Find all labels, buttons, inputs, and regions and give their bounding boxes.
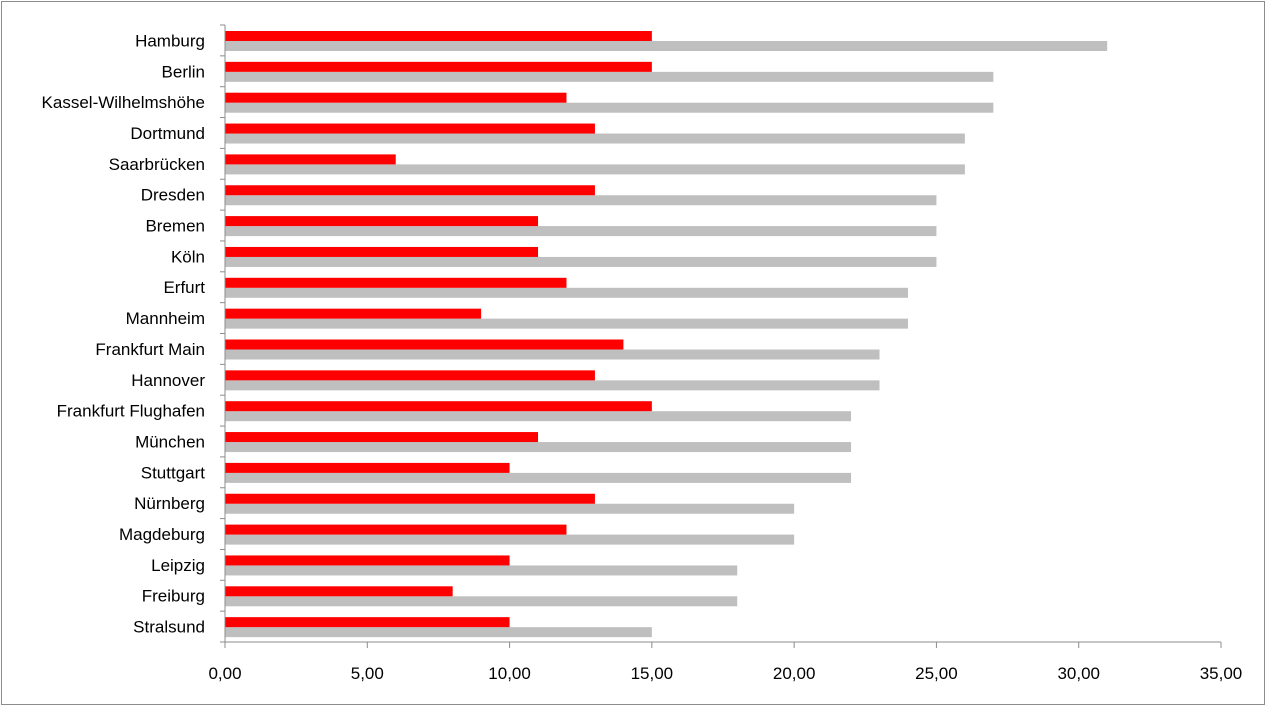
bar-gray-freiburg [225, 596, 738, 607]
bar-red-berlin [225, 61, 652, 72]
bar-red-leipzig [225, 555, 510, 566]
bar-red-frankfurt-flughafen [225, 401, 652, 412]
category-label-stuttgart: Stuttgart [141, 463, 206, 482]
bar-red-stralsund [225, 617, 510, 628]
category-label-mannheim: Mannheim [126, 309, 205, 328]
category-label-frankfurt-flughafen: Frankfurt Flughafen [57, 402, 205, 421]
category-label-dresden: Dresden [141, 186, 205, 205]
category-label-hannover: Hannover [131, 371, 205, 390]
bars-layer [225, 31, 1108, 638]
category-label-bremen: Bremen [145, 217, 205, 236]
category-label-magdeburg: Magdeburg [119, 525, 205, 544]
bar-red-munchen [225, 432, 539, 443]
bar-gray-stralsund [225, 627, 652, 638]
bar-red-bremen [225, 216, 539, 227]
bar-gray-leipzig [225, 565, 738, 576]
category-label-berlin: Berlin [162, 62, 205, 81]
bar-gray-hannover [225, 380, 880, 391]
bar-red-magdeburg [225, 524, 567, 535]
category-label-kassel-wilhelmshohe: Kassel-Wilhelmshöhe [42, 93, 205, 112]
bar-gray-frankfurt-flughafen [225, 411, 852, 422]
category-label-munchen: München [135, 432, 205, 451]
bar-gray-dortmund [225, 133, 965, 144]
bar-red-erfurt [225, 277, 567, 288]
bar-red-saarbrucken [225, 154, 396, 165]
bar-gray-munchen [225, 442, 852, 453]
category-label-frankfurt-main: Frankfurt Main [95, 340, 205, 359]
category-label-hamburg: Hamburg [135, 31, 205, 50]
bar-gray-saarbrucken [225, 164, 965, 175]
x-tick-label: 10,00 [488, 664, 531, 683]
category-label-dortmund: Dortmund [130, 124, 205, 143]
x-tick-label: 30,00 [1057, 664, 1100, 683]
category-label-freiburg: Freiburg [142, 587, 205, 606]
x-tick-label: 25,00 [915, 664, 958, 683]
bar-gray-stuttgart [225, 472, 852, 483]
bar-gray-kassel-wilhelmshohe [225, 102, 994, 113]
x-tick-label: 0,00 [208, 664, 241, 683]
category-label-stralsund: Stralsund [133, 618, 205, 637]
bar-gray-hamburg [225, 41, 1108, 51]
bar-red-hannover [225, 370, 595, 381]
category-label-saarbrucken: Saarbrücken [109, 155, 205, 174]
axes-layer [220, 24, 1222, 648]
bar-gray-bremen [225, 226, 937, 237]
bar-red-hamburg [225, 31, 652, 41]
bar-gray-koln [225, 256, 937, 267]
x-tick-label: 20,00 [773, 664, 816, 683]
bar-red-dortmund [225, 123, 595, 134]
bar-gray-magdeburg [225, 534, 795, 545]
bar-red-dresden [225, 185, 595, 196]
labels-layer: Hamburg Berlin Kassel-Wilhelmshöhe Dortmund… [42, 31, 1243, 683]
bar-red-frankfurt-main [225, 339, 624, 350]
bar-gray-erfurt [225, 287, 908, 298]
bar-gray-dresden [225, 195, 937, 206]
bar-gray-mannheim [225, 318, 908, 329]
x-tick-label: 35,00 [1200, 664, 1243, 683]
x-tick-label: 15,00 [631, 664, 674, 683]
category-label-nurnberg: Nürnberg [134, 494, 205, 513]
bar-gray-nurnberg [225, 503, 795, 514]
bar-red-mannheim [225, 308, 482, 319]
bar-red-nurnberg [225, 493, 595, 504]
bar-red-stuttgart [225, 462, 510, 473]
bar-red-kassel-wilhelmshohe [225, 92, 567, 103]
x-tick-label: 5,00 [351, 664, 384, 683]
bar-gray-berlin [225, 71, 994, 82]
bar-red-koln [225, 246, 539, 257]
bar-red-freiburg [225, 586, 453, 597]
category-label-leipzig: Leipzig [151, 556, 205, 575]
category-label-koln: Köln [171, 247, 205, 266]
bar-gray-frankfurt-main [225, 349, 880, 360]
category-label-erfurt: Erfurt [163, 278, 205, 297]
